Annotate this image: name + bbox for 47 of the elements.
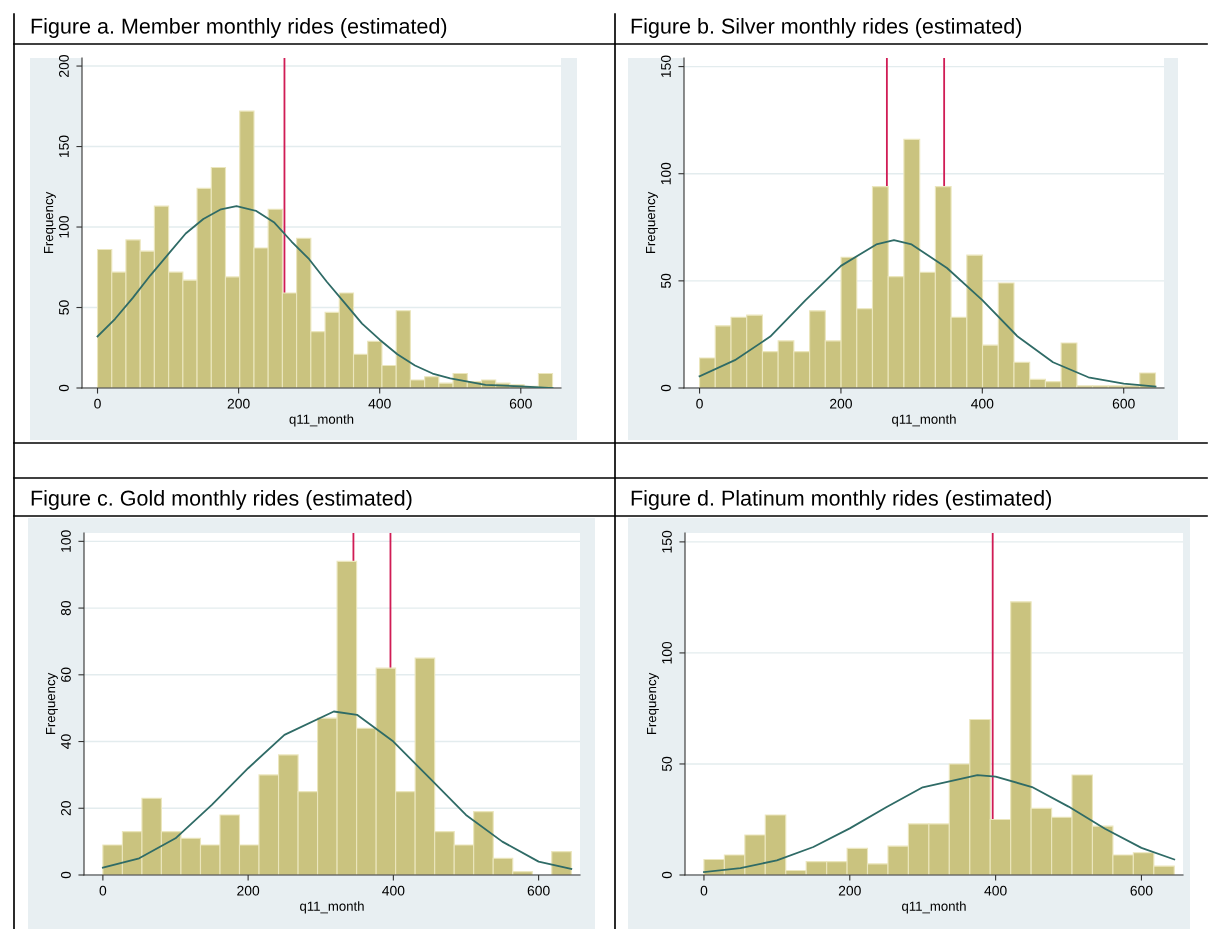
x-tick-label: 0: [94, 398, 101, 409]
y-tick-label: 0: [662, 871, 672, 879]
x-tick-label: 600: [509, 398, 532, 409]
y-tick-label: 100: [59, 215, 69, 238]
y-tick-label: 0: [59, 384, 69, 392]
y-tick-label: 100: [662, 641, 672, 664]
x-tick-label: 600: [1112, 398, 1135, 409]
x-tick-label: 400: [984, 885, 1007, 896]
y-tick-label: 40: [61, 734, 71, 749]
y-axis-title: Frequency: [46, 672, 58, 735]
y-axis-title: Frequency: [647, 672, 659, 735]
y-axis-title: Frequency: [44, 191, 56, 254]
x-tick-label: 200: [227, 398, 250, 409]
y-tick-label: 50: [661, 273, 671, 289]
y-tick-label: 50: [662, 756, 672, 772]
x-tick-label: 400: [971, 398, 994, 409]
x-axis-title: q11_month: [892, 414, 956, 427]
x-tick-label: 400: [368, 398, 391, 409]
x-tick-label: 200: [838, 885, 861, 896]
y-tick-label: 150: [59, 135, 69, 158]
y-tick-label: 0: [661, 384, 671, 392]
x-axis-title: q11_month: [289, 414, 354, 427]
y-tick-label: 60: [61, 667, 71, 682]
x-tick-label: 0: [700, 885, 708, 896]
y-tick-label: 100: [61, 530, 71, 552]
x-tick-label: 200: [830, 398, 852, 409]
x-tick-label: 0: [696, 398, 703, 409]
chart-title: Figure d. Platinum monthly rides (estimated): [631, 489, 1052, 511]
y-tick-label: 150: [661, 55, 671, 78]
x-tick-label: 400: [382, 885, 405, 896]
chart-title: Figure b. Silver monthly rides (estimated): [631, 17, 1022, 39]
x-axis-title: q11_month: [902, 901, 966, 914]
y-tick-label: 200: [59, 55, 69, 77]
x-axis-title: q11_month: [300, 901, 364, 914]
chart-title: Figure c. Gold monthly rides (estimated): [31, 489, 412, 511]
y-tick-label: 100: [661, 162, 671, 185]
x-tick-label: 600: [527, 885, 550, 896]
y-tick-label: 80: [61, 600, 71, 616]
y-tick-label: 0: [61, 871, 71, 879]
y-tick-label: 50: [59, 300, 69, 315]
x-tick-label: 200: [237, 885, 260, 896]
y-tick-label: 20: [61, 801, 71, 816]
y-tick-label: 150: [662, 530, 672, 553]
chart-title: Figure a. Member monthly rides (estimated): [31, 17, 447, 39]
y-axis-title: Frequency: [646, 191, 658, 254]
x-tick-label: 0: [99, 885, 107, 896]
x-tick-label: 600: [1130, 885, 1153, 896]
